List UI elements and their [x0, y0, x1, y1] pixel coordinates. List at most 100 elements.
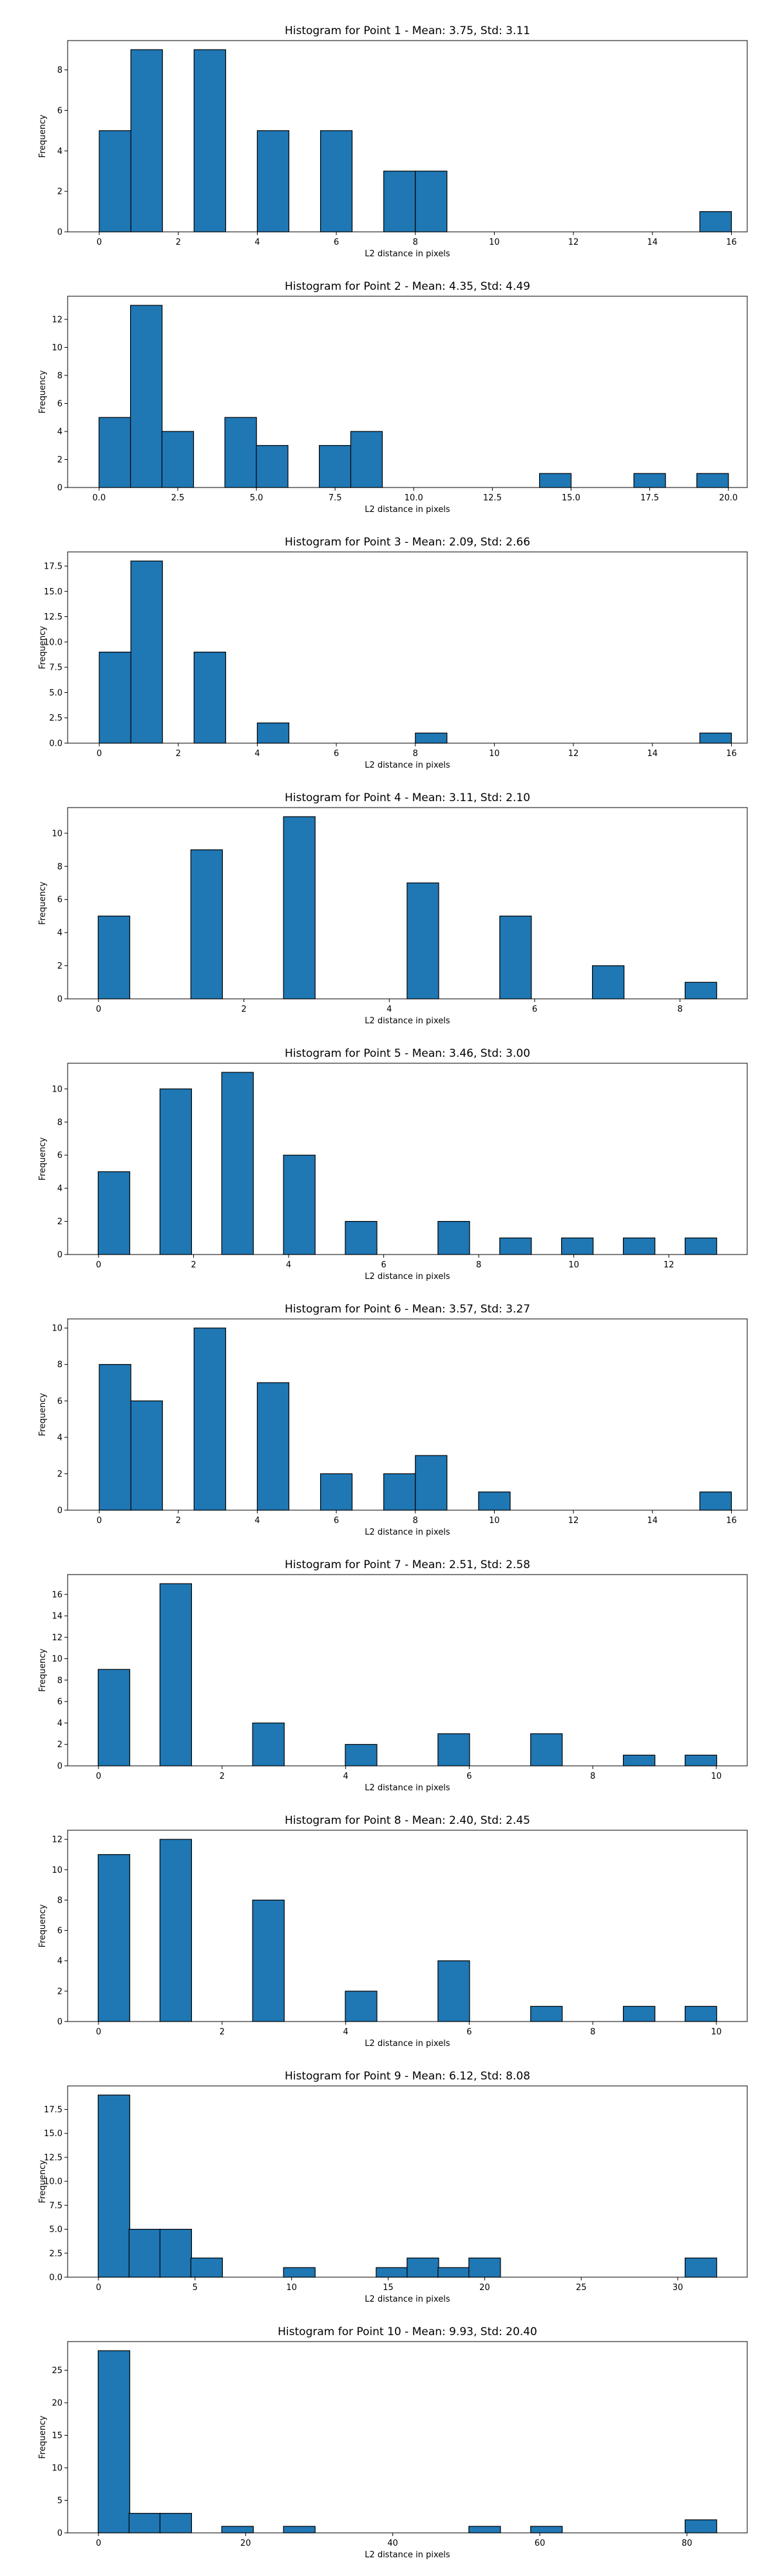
histogram-bar: [99, 417, 131, 488]
y-tick-label: 7.5: [49, 663, 62, 673]
histogram-bar: [283, 1155, 316, 1255]
x-tick-label: 16: [726, 749, 737, 759]
y-tick-label: 8: [57, 371, 62, 381]
histogram-bar: [193, 49, 226, 232]
x-tick-label: 10: [286, 2283, 297, 2293]
x-tick-label: 0: [96, 1260, 101, 1270]
x-tick-label: 6: [466, 1772, 472, 1781]
histogram-bar: [633, 473, 666, 488]
y-tick-label: 5.0: [49, 2225, 62, 2235]
histogram-panel-5: 0 2 4 6 8 10 12 0 2 4 6 8 10 Histogram for Point 5 - …: [38, 1047, 748, 1282]
y-tick-label: 0: [57, 2018, 62, 2027]
y-tick-label: 7.5: [49, 2201, 62, 2211]
y-tick-label: 5: [57, 2496, 62, 2506]
axes-frame: [67, 1318, 748, 1511]
histogram-bar: [684, 1754, 718, 1766]
x-tick-label: 4: [254, 238, 260, 247]
y-tick-label: 0: [57, 995, 62, 1005]
histogram-bar: [128, 2513, 162, 2533]
histogram-bar: [592, 965, 625, 999]
histogram-bar: [437, 2267, 470, 2278]
x-tick-label: 8: [590, 2027, 595, 2037]
histogram-bar: [159, 1839, 192, 2022]
y-tick-label: 6: [57, 895, 62, 905]
x-tick-label: 15.0: [562, 493, 580, 503]
histogram-bar: [406, 2257, 439, 2278]
x-tick-label: 0: [97, 1516, 102, 1526]
x-tick-label: 6: [334, 238, 339, 247]
y-tick-label: 10: [52, 1654, 62, 1664]
y-tick-label: 25: [52, 2366, 62, 2376]
y-tick-label: 8: [57, 1360, 62, 1370]
x-tick-label: 0.0: [92, 493, 106, 503]
y-tick-label: 10: [52, 343, 62, 353]
y-tick-label: 0.0: [49, 739, 62, 749]
histogram-bar: [130, 1400, 163, 1511]
x-tick-label: 8: [413, 749, 418, 759]
x-tick-label: 20.0: [719, 493, 738, 503]
histogram-bar: [345, 1991, 377, 2022]
histogram-bar: [128, 2228, 162, 2278]
x-tick-label: 2: [220, 2027, 225, 2037]
x-tick-label: 5.0: [250, 493, 263, 503]
histogram-bar: [283, 2526, 316, 2533]
histogram-bar: [319, 445, 352, 488]
histogram-bar: [159, 2228, 192, 2278]
histogram-bar: [161, 431, 195, 488]
y-axis-label: Frequency: [38, 626, 48, 669]
x-tick-label: 17.5: [640, 493, 659, 503]
histogram-bar: [130, 560, 163, 744]
histogram-bar: [129, 305, 163, 488]
y-tick-label: 10: [52, 1866, 62, 1875]
x-tick-label: 25: [576, 2283, 587, 2293]
x-tick-label: 2: [176, 1516, 181, 1526]
histogram-bar: [159, 2513, 192, 2533]
x-tick-label: 4: [386, 1005, 392, 1014]
x-axis-label: L2 distance in pixels: [365, 761, 450, 770]
histogram-bar: [478, 1492, 511, 1511]
histogram-panel-7: 0 2 4 6 8 10 0 2 4 6 8 10 12 14 16 Histogram for Point …: [38, 1558, 748, 1793]
x-tick-label: 12: [663, 1260, 674, 1270]
histogram-bar: [252, 1899, 285, 2022]
histogram-bar: [623, 1754, 656, 1766]
y-axis-label: Frequency: [38, 1649, 48, 1692]
histogram-bar: [539, 473, 572, 488]
y-tick-label: 4: [57, 427, 62, 437]
y-tick-label: 10.0: [44, 2177, 62, 2187]
x-axis-label: L2 distance in pixels: [365, 1272, 450, 1282]
x-tick-label: 10: [489, 238, 500, 247]
histogram-bar: [406, 882, 439, 999]
histogram-panel-4: 0 2 4 6 8 0 2 4 6 8 10 Histogram for Point 4 - Mean…: [38, 791, 748, 1026]
histogram-bar: [415, 171, 448, 232]
y-tick-label: 4: [57, 929, 62, 938]
histogram-bar: [345, 1220, 377, 1255]
y-axis-label: Frequency: [38, 1137, 48, 1180]
histogram-bar: [221, 2526, 254, 2533]
x-tick-label: 4: [286, 1260, 291, 1270]
x-tick-label: 14: [647, 1516, 658, 1526]
x-tick-label: 6: [532, 1005, 537, 1014]
x-tick-label: 15: [383, 2283, 394, 2293]
chart-title: Histogram for Point 1 - Mean: 3.75, Std:…: [285, 24, 530, 37]
x-tick-label: 30: [673, 2283, 683, 2293]
x-tick-label: 0: [96, 1005, 101, 1014]
x-tick-label: 0: [97, 238, 102, 247]
y-axis-label: Frequency: [38, 1393, 48, 1436]
x-tick-label: 2: [176, 749, 181, 759]
x-tick-label: 12: [568, 238, 579, 247]
y-tick-label: 5.0: [49, 688, 62, 698]
x-tick-label: 0: [96, 2283, 101, 2293]
y-tick-label: 8: [57, 66, 62, 75]
histogram-bar: [224, 417, 257, 488]
x-tick-label: 10: [489, 749, 500, 759]
x-tick-label: 4: [343, 1772, 348, 1781]
chart-title: Histogram for Point 2 - Mean: 4.35, Std:…: [285, 280, 530, 293]
y-tick-label: 10.0: [44, 638, 62, 647]
x-tick-label: 2: [220, 1772, 225, 1781]
x-tick-label: 4: [343, 2027, 348, 2037]
histogram-bar: [320, 1473, 353, 1511]
y-tick-label: 16: [52, 1590, 62, 1600]
histogram-bar: [99, 651, 131, 744]
histogram-bar: [193, 1327, 226, 1511]
